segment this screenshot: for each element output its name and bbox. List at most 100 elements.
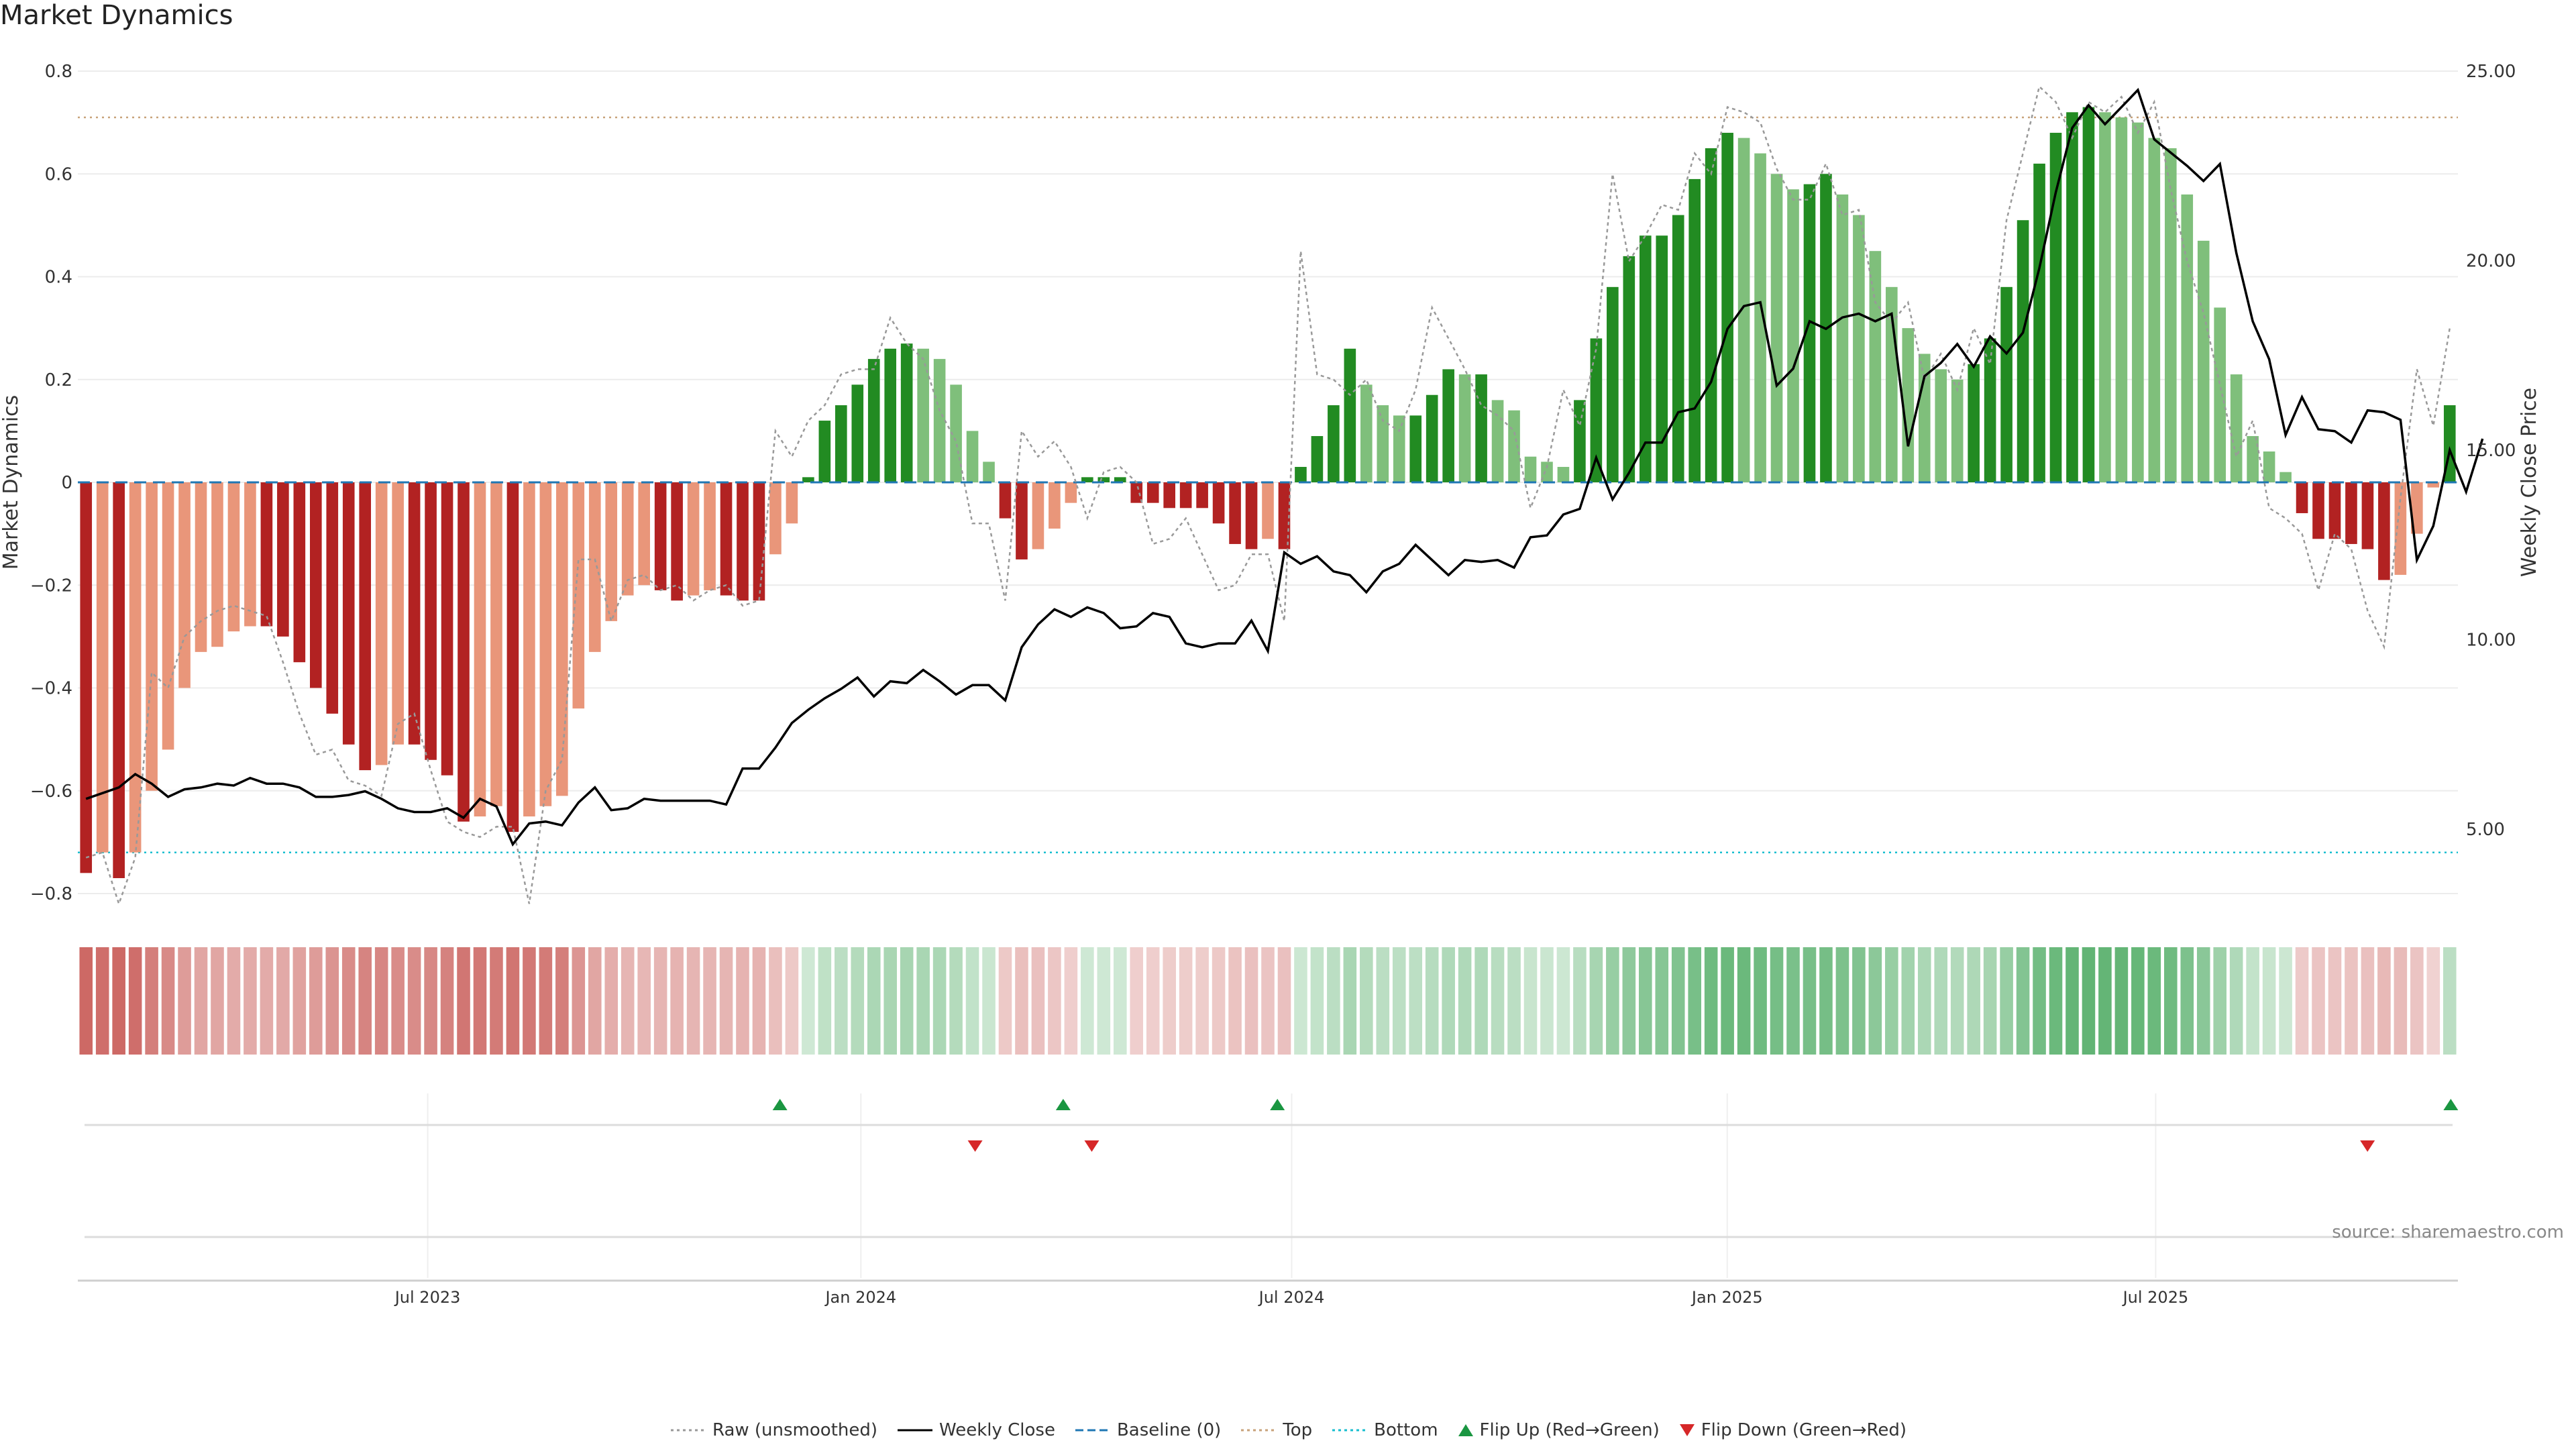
heat-cell bbox=[2410, 947, 2424, 1055]
md-bar bbox=[1491, 400, 1504, 482]
md-bar bbox=[1344, 348, 1356, 482]
md-bar bbox=[1853, 215, 1865, 482]
md-bar bbox=[737, 482, 749, 601]
heat-cell bbox=[539, 947, 553, 1055]
heat-cell bbox=[1573, 947, 1587, 1055]
md-bar bbox=[2115, 117, 2128, 482]
heat-cell bbox=[1852, 947, 1866, 1055]
heat-cell bbox=[621, 947, 635, 1055]
heat-cell bbox=[900, 947, 914, 1055]
heat-cell bbox=[95, 947, 109, 1055]
legend-label: Flip Down (Green→Red) bbox=[1701, 1419, 1907, 1440]
heat-cell bbox=[2262, 947, 2276, 1055]
md-bar bbox=[506, 482, 519, 833]
heat-cell bbox=[1934, 947, 1948, 1055]
heat-cell bbox=[1294, 947, 1307, 1055]
heat-cell bbox=[1310, 947, 1324, 1055]
heat-cell bbox=[1179, 947, 1193, 1055]
heat-cell bbox=[1031, 947, 1045, 1055]
legend-swatch bbox=[898, 1429, 933, 1432]
md-bar bbox=[818, 421, 831, 482]
md-bar bbox=[1574, 400, 1586, 482]
md-bar bbox=[441, 482, 453, 775]
heat-cell bbox=[2394, 947, 2408, 1055]
heat-cell bbox=[2164, 947, 2178, 1055]
md-bar bbox=[1065, 482, 1077, 503]
md-bar bbox=[1278, 482, 1291, 549]
md-bar bbox=[359, 482, 372, 771]
md-bar bbox=[2197, 240, 2210, 482]
heat-cell bbox=[1721, 947, 1734, 1055]
md-bar bbox=[1623, 256, 1635, 482]
heat-cell bbox=[2246, 947, 2259, 1055]
md-bar bbox=[1902, 328, 1915, 482]
md-bar bbox=[2000, 286, 2012, 482]
md-bar bbox=[2148, 138, 2161, 483]
heat-cell bbox=[1983, 947, 1997, 1055]
md-bar bbox=[2230, 374, 2243, 482]
heat-cell bbox=[1523, 947, 1538, 1055]
heat-cell bbox=[686, 947, 700, 1055]
heat-cell bbox=[292, 947, 307, 1055]
chart-title: Market Dynamics bbox=[0, 0, 233, 31]
heat-cell bbox=[2082, 947, 2096, 1055]
heat-cell bbox=[1688, 947, 1701, 1055]
md-bar bbox=[2164, 148, 2177, 482]
heat-cell bbox=[769, 947, 782, 1055]
heat-cell bbox=[1737, 947, 1751, 1055]
heat-cell bbox=[604, 947, 619, 1055]
heat-cell bbox=[932, 947, 947, 1055]
md-bar bbox=[1130, 482, 1143, 503]
md-bar bbox=[1607, 286, 1619, 482]
md-bar bbox=[342, 482, 355, 745]
legend-swatch bbox=[670, 1429, 706, 1432]
left-tick-label: 0.8 bbox=[45, 62, 72, 82]
heat-cell bbox=[1901, 947, 1915, 1055]
heat-cell bbox=[982, 947, 996, 1055]
legend-label: Weekly Close bbox=[939, 1419, 1055, 1440]
heat-cell bbox=[145, 947, 158, 1055]
heat-cell bbox=[276, 947, 290, 1055]
md-bar bbox=[638, 482, 650, 586]
md-bar bbox=[835, 405, 847, 482]
heat-cell bbox=[1507, 947, 1521, 1055]
heat-cell bbox=[2377, 947, 2391, 1055]
left-tick-label: 0 bbox=[61, 473, 72, 493]
md-bar bbox=[2427, 482, 2440, 488]
heat-cell bbox=[1704, 947, 1718, 1055]
md-bar bbox=[1245, 482, 1258, 549]
md-bar bbox=[671, 482, 683, 601]
heat-cell bbox=[112, 947, 125, 1055]
legend-label: Top bbox=[1283, 1419, 1313, 1440]
legend-item: Bottom bbox=[1331, 1420, 1438, 1440]
heat-cell bbox=[883, 947, 898, 1055]
left-tick-label: −0.6 bbox=[30, 782, 72, 802]
md-bar bbox=[1016, 482, 1028, 559]
heat-cell bbox=[1064, 947, 1078, 1055]
legend-triangle-up bbox=[1458, 1424, 1473, 1436]
md-bar bbox=[556, 482, 568, 796]
heat-cell bbox=[1589, 947, 1603, 1055]
md-bar bbox=[1803, 184, 1816, 482]
md-bar bbox=[129, 482, 142, 853]
heat-cell bbox=[2098, 947, 2112, 1055]
md-bar bbox=[2017, 220, 2029, 482]
heat-cell bbox=[244, 947, 257, 1055]
heat-cell bbox=[1885, 947, 1898, 1055]
heat-cell bbox=[1638, 947, 1652, 1055]
heat-cell bbox=[1474, 947, 1488, 1055]
md-bar bbox=[1458, 374, 1471, 482]
heat-cell bbox=[2065, 947, 2079, 1055]
heat-cell bbox=[1786, 947, 1800, 1055]
md-bar bbox=[2411, 482, 2423, 534]
md-bar bbox=[1935, 369, 1947, 482]
md-bar bbox=[1590, 338, 1603, 482]
heat-cell bbox=[1803, 947, 1817, 1055]
md-bar bbox=[2263, 451, 2275, 482]
heat-cell bbox=[1606, 947, 1619, 1055]
md-bar bbox=[1360, 384, 1373, 482]
legend-item: Flip Up (Red→Green) bbox=[1457, 1420, 1660, 1440]
heat-cell bbox=[2033, 947, 2046, 1055]
md-bar bbox=[458, 482, 470, 822]
md-bar bbox=[80, 482, 93, 873]
